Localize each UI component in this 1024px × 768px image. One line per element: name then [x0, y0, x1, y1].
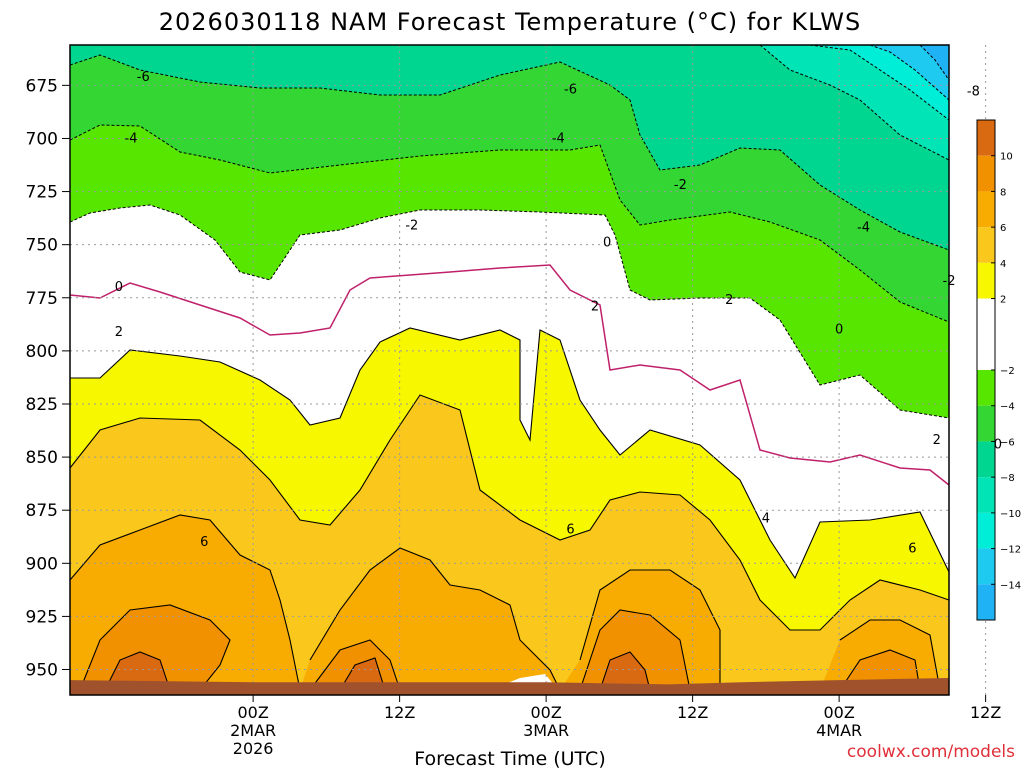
- contour-label: 4: [762, 512, 770, 527]
- colorbar-tick-label: −12: [1000, 545, 1021, 556]
- x-axis: 00Z2MAR202612Z00Z3MAR12Z00Z4MAR12Z00Z5MA…: [230, 695, 1001, 758]
- colorbar-bin: [977, 298, 995, 370]
- ground-surface: [70, 675, 949, 695]
- contour-label: 0: [994, 437, 1002, 452]
- contour-labels: -6-6-8-4-4-4-6-2-2-2-20000222224666: [115, 70, 1002, 557]
- contour-label: -6: [137, 70, 150, 85]
- colorbar-tick-label: 10: [1000, 152, 1013, 163]
- x-tick-label: 12Z: [677, 703, 708, 722]
- colorbar-tick-label: −6: [1000, 437, 1015, 448]
- contour-line-minus2: [69, 204, 950, 419]
- colorbar-tick-label: −14: [1000, 580, 1021, 591]
- contour-label: 0: [835, 323, 843, 338]
- contour-label: -4: [857, 221, 870, 236]
- x-tick-label: 00Z: [530, 703, 561, 722]
- y-tick-label: 700: [26, 129, 58, 149]
- contour-label: 6: [908, 541, 916, 556]
- colorbar-tick-label: 4: [1000, 259, 1006, 270]
- plot-border: [69, 44, 950, 696]
- contour-label: 0: [603, 236, 611, 251]
- y-tick-label: 725: [26, 183, 58, 203]
- colorbar-tick-label: −2: [1000, 366, 1015, 377]
- colorbar-bin: [977, 262, 995, 299]
- contour-label: 2: [115, 325, 123, 340]
- band-10-to-12: [105, 652, 650, 690]
- contour-line-8: [79, 604, 921, 691]
- x-tick-label: 00Z: [823, 703, 854, 722]
- colorbar-bin: [977, 227, 995, 263]
- y-tick-label: 750: [26, 236, 58, 256]
- colorbar-bin: [977, 512, 995, 549]
- colorbar-tick-label: −10: [1000, 509, 1021, 520]
- colorbar-bin: [977, 477, 995, 513]
- colorbar-bin: [977, 370, 995, 406]
- x-tick-label: 2026: [233, 739, 274, 758]
- colorbar-bin: [977, 120, 995, 156]
- x-tick-label: 12Z: [970, 703, 1001, 722]
- x-tick-label: 00Z: [237, 703, 268, 722]
- contour-line-4: [69, 394, 950, 631]
- band-4-to-6: [70, 395, 949, 690]
- chart-title: 2026030118 NAM Forecast Temperature (°C)…: [159, 8, 861, 36]
- x-tick-label: 4MAR: [816, 721, 862, 740]
- contour-label: 2: [933, 433, 941, 448]
- y-axis: 675 700 725 750 775 800 825 850 875 900 925 950: [26, 76, 70, 681]
- contour-label: -4: [552, 131, 565, 146]
- contour-line-minus4: [69, 124, 950, 323]
- y-tick-label: 900: [26, 554, 58, 574]
- y-tick-label: 850: [26, 448, 58, 468]
- colorbar-bin: [977, 155, 995, 192]
- contour-label: -6: [564, 83, 577, 98]
- colorbar-tick-label: −8: [1000, 473, 1015, 484]
- y-tick-label: 925: [26, 607, 58, 627]
- contour-label: -2: [674, 178, 687, 193]
- contour-label: -8: [967, 85, 980, 100]
- colorbar-bin: [977, 584, 995, 620]
- source-credit: coolwx.com/models: [847, 742, 1015, 762]
- contour-label: 2: [725, 293, 733, 308]
- colorbar-tick-label: 6: [1000, 223, 1006, 234]
- contour-label: 6: [566, 522, 574, 537]
- contour-line-10: [104, 651, 651, 691]
- y-tick-label: 675: [26, 76, 58, 96]
- contour-label: 0: [115, 280, 123, 295]
- colorbar: 10 8 6 4 2 −2 −4 −6 −8 −10 −12 −14: [976, 119, 1021, 621]
- band-below-minus14: [920, 45, 949, 80]
- x-tick-label: 2MAR: [230, 721, 276, 740]
- band-minus6-to-minus8: [70, 45, 949, 250]
- colorbar-tick-label: −4: [1000, 402, 1015, 413]
- y-tick-label: 800: [26, 342, 58, 362]
- y-tick-label: 950: [26, 661, 58, 681]
- colorbar-tick-label: 2: [1000, 295, 1006, 306]
- y-tick-label: 875: [26, 501, 58, 521]
- contour-line-minus14: [919, 44, 950, 81]
- contour-line-6: [69, 514, 941, 691]
- contour-label: -2: [405, 219, 418, 234]
- x-tick-label: 12Z: [384, 703, 415, 722]
- contour-label: 6: [200, 535, 208, 550]
- contour-line-2: [70, 327, 950, 580]
- x-tick-label: 3MAR: [523, 721, 569, 740]
- colorbar-bin: [977, 405, 995, 442]
- colorbar-tick-label: 8: [1000, 187, 1006, 198]
- contour-line-0: [69, 264, 950, 486]
- colorbar-bin: [977, 441, 995, 478]
- colorbar-bin: [977, 548, 995, 585]
- y-tick-label: 825: [26, 395, 58, 415]
- band-minus12-to-minus14: [870, 45, 949, 100]
- contour-label: -4: [125, 131, 138, 146]
- band-6-to-8: [70, 515, 949, 690]
- contour-line-minus10: [809, 44, 950, 121]
- colorbar-bin: [977, 191, 995, 228]
- contour-label: 2: [591, 299, 599, 314]
- y-tick-label: 775: [26, 289, 58, 309]
- x-axis-label: Forecast Time (UTC): [414, 748, 605, 768]
- contour-line-minus12: [869, 44, 950, 101]
- plot-area: -6-6-8-4-4-4-6-2-2-2-20000222224666: [69, 44, 1002, 696]
